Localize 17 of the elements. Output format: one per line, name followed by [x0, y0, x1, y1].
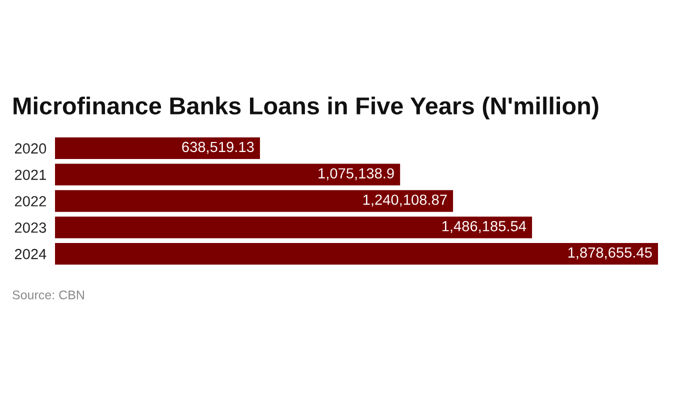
source-note: Source: CBN	[12, 290, 84, 300]
data-label: 638,519.13	[182, 142, 254, 154]
bar	[55, 190, 454, 212]
y-tick-label: 2023	[14, 222, 46, 233]
data-label: 1,486,185.54	[442, 220, 526, 234]
data-label: 1,878,655.45	[568, 247, 652, 260]
y-tick-label: 2022	[14, 196, 46, 206]
data-label: 1,075,138.9	[318, 168, 394, 180]
y-tick-label: 2024	[14, 248, 46, 260]
bar	[55, 137, 260, 160]
bar	[55, 164, 400, 186]
y-tick-label: 2021	[14, 170, 46, 180]
y-tick-label: 2020	[14, 143, 46, 154]
chart-title: Microfinance Banks Loans in Five Years (N'million)	[14, 96, 598, 120]
bar	[55, 216, 532, 238]
data-label: 1,240,108.87	[363, 194, 447, 207]
bar	[55, 242, 658, 265]
